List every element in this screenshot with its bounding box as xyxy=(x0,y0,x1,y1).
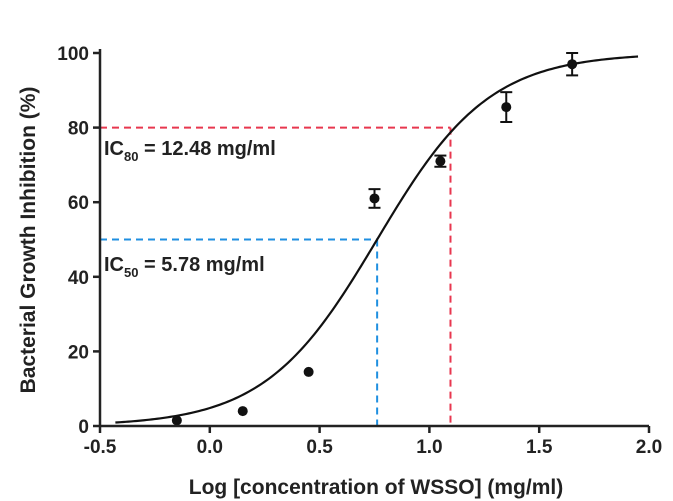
fit-curve xyxy=(115,55,639,424)
data-point xyxy=(237,406,248,417)
x-tick-label: 0.5 xyxy=(306,437,333,458)
x-tick-label: 1.5 xyxy=(526,437,553,458)
ic50-label: IC50 = 5.78 mg/ml xyxy=(104,254,265,280)
ic80-label: IC80 = 12.48 mg/ml xyxy=(104,138,276,164)
y-tick-label: 100 xyxy=(57,44,89,65)
x-tick-label: 0.0 xyxy=(197,437,223,458)
x-tick-label: 1.0 xyxy=(416,437,442,458)
x-tick-label: 2.0 xyxy=(636,437,662,458)
y-axis-title: Bacterial Growth Inhibition (%) xyxy=(17,87,40,394)
fit-curve-layer xyxy=(115,55,639,424)
data-point xyxy=(435,156,446,167)
data-point xyxy=(369,193,380,204)
data-point xyxy=(303,366,314,377)
data-point xyxy=(171,415,182,426)
axes: -0.5 0.0 0.5 1.0 1.5 2.0 0 20 40 60 80 100 xyxy=(57,44,662,458)
ic-guide-lines xyxy=(100,126,452,426)
y-tick-label: 20 xyxy=(68,342,89,363)
data-point xyxy=(567,59,578,70)
data-points-layer xyxy=(171,52,579,426)
x-axis-title: Log [concentration of WSSO] (mg/ml) xyxy=(189,476,563,499)
data-point xyxy=(501,102,512,113)
y-tick-label: 40 xyxy=(68,268,89,289)
y-tick-label: 60 xyxy=(68,193,89,214)
y-tick-label: 80 xyxy=(68,119,89,140)
x-tick-label: -0.5 xyxy=(84,437,117,458)
y-tick-label: 0 xyxy=(78,417,89,438)
